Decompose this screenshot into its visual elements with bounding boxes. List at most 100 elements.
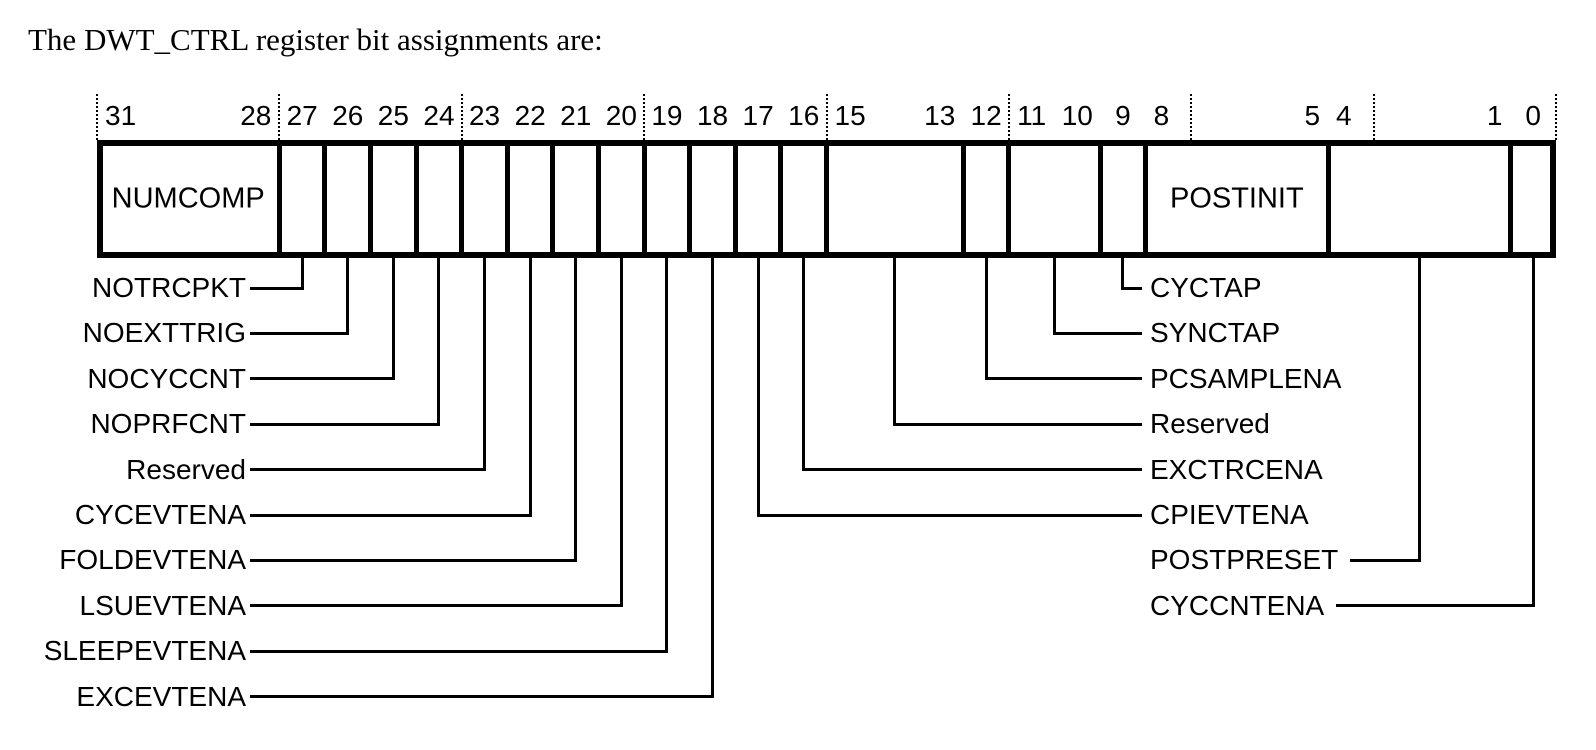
field-label: NUMCOMP — [111, 182, 265, 215]
cell-divider — [276, 146, 282, 252]
cell-divider — [368, 146, 374, 252]
cell-divider — [960, 146, 966, 252]
callout-line-v — [984, 252, 988, 381]
callout-line-v — [711, 252, 715, 699]
callout-line-h — [250, 331, 350, 335]
bit-number: 19 — [651, 100, 683, 131]
nibble-tick — [1007, 94, 1010, 140]
callout-line-v — [483, 252, 487, 472]
callout-line-h — [1350, 558, 1421, 562]
callout-line-h — [893, 422, 1142, 426]
bit-number: 4 — [1336, 100, 1352, 131]
callout-line-h — [1121, 286, 1142, 290]
bit-number: 1 — [1486, 100, 1503, 131]
cell-divider — [824, 146, 829, 252]
callout-line-h — [1336, 604, 1535, 608]
nibble-tick — [825, 94, 828, 140]
callout-line-h — [250, 422, 441, 426]
cell-divider — [322, 146, 328, 252]
nibble-tick — [643, 94, 646, 140]
nibble-tick — [96, 94, 98, 140]
cell-divider — [459, 146, 465, 252]
nibble-tick — [460, 94, 463, 140]
cell-divider — [550, 146, 556, 252]
cell-divider — [596, 146, 602, 252]
callout-line-h — [250, 695, 715, 699]
bit-number: 27 — [286, 100, 318, 131]
callout-label: FOLDEVTENA — [59, 544, 246, 576]
callout-line-v — [528, 252, 532, 517]
callout-line-v — [802, 252, 806, 472]
bit-number: 16 — [788, 100, 820, 131]
bit-number: 20 — [605, 100, 637, 131]
bit-number: 12 — [970, 100, 1002, 131]
cell-divider — [1507, 146, 1513, 252]
callout-label: CYCEVTENA — [74, 499, 246, 530]
bit-number: 31 — [105, 100, 137, 131]
callout-label: SLEEPEVTENA — [43, 635, 246, 667]
callout-line-h — [250, 604, 623, 608]
cell-divider — [687, 146, 693, 252]
callout-label: EXCTRCENA — [1150, 453, 1323, 485]
cell-divider — [1006, 146, 1012, 252]
bit-number: 26 — [332, 100, 364, 131]
callout-label: NOTRCPKT — [92, 272, 246, 303]
callout-label: NOPRFCNT — [90, 408, 246, 440]
callout-label: POSTPRESET — [1150, 544, 1339, 576]
bit-number: 23 — [468, 100, 501, 131]
bit-number: 15 — [834, 100, 866, 131]
callout-label: EXCEVTENA — [76, 680, 246, 712]
bit-number: 0 — [1525, 100, 1541, 131]
nibble-tick — [1555, 94, 1557, 140]
callout-line-v — [346, 252, 350, 335]
bit-number: 8 — [1153, 100, 1170, 131]
callout-line-v — [756, 252, 760, 517]
bit-number: 22 — [514, 100, 546, 131]
callout-line-v — [893, 252, 897, 426]
callout-line-v — [665, 252, 669, 653]
bit-number: 18 — [696, 100, 729, 131]
cell-divider — [504, 146, 510, 252]
callout-label: Reserved — [1150, 408, 1270, 440]
callout-label: NOCYCCNT — [87, 362, 246, 394]
callout-line-v — [1531, 252, 1535, 608]
cell-divider — [1097, 146, 1103, 252]
callout-label: CYCTAP — [1150, 272, 1262, 303]
callout-line-v — [391, 252, 395, 381]
nibble-tick — [278, 94, 281, 140]
callout-label: CYCCNTENA — [1150, 589, 1325, 621]
callout-line-h — [250, 649, 669, 653]
cell-divider — [413, 146, 419, 252]
cell-divider — [778, 146, 784, 252]
bit-number: 10 — [1061, 100, 1093, 131]
callout-line-h — [250, 468, 487, 472]
bit-number: 9 — [1115, 100, 1131, 131]
callout-label: CPIEVTENA — [1150, 499, 1309, 530]
bit-number: 24 — [423, 100, 455, 131]
bit-number: 21 — [560, 100, 592, 131]
callout-label: SYNCTAP — [1150, 317, 1281, 349]
bit-number: 11 — [1017, 100, 1047, 131]
callout-line-v — [1417, 252, 1421, 562]
bit-number: 25 — [377, 100, 409, 131]
bit-number: 5 — [1304, 100, 1321, 131]
callout-line-v — [1121, 252, 1125, 290]
bit-number: 13 — [924, 100, 956, 131]
callout-line-h — [756, 513, 1142, 517]
callout-label: LSUEVTENA — [79, 589, 247, 621]
callout-line-h — [250, 513, 532, 517]
nibble-tick — [1190, 94, 1193, 140]
callout-line-v — [619, 252, 623, 608]
callout-line-v — [437, 252, 441, 426]
cell-divider — [732, 146, 738, 252]
callout-label: PCSAMPLENA — [1150, 362, 1342, 394]
callout-line-v — [574, 252, 578, 562]
field-label: POSTINIT — [1169, 182, 1304, 215]
cell-divider — [641, 146, 647, 252]
bit-number: 17 — [742, 100, 774, 131]
callout-line-h — [1052, 331, 1142, 335]
callout-label: NOEXTTRIG — [82, 317, 246, 349]
cell-divider — [1143, 146, 1149, 252]
callout-line-h — [250, 377, 395, 381]
